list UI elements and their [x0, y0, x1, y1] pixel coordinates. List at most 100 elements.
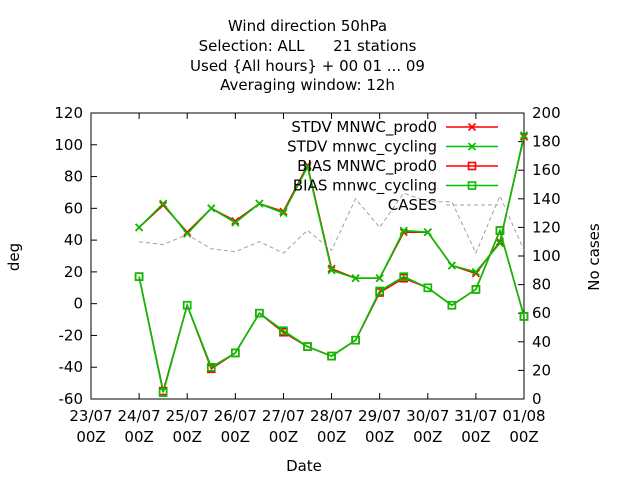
x-tick-label-hour: 00Z [76, 428, 105, 446]
y2-tick-label: 140 [532, 190, 561, 208]
series-line [139, 192, 525, 255]
y-tick-label: 60 [64, 199, 83, 217]
data-point-stroke-b [231, 218, 240, 227]
x-tick-label-hour: 00Z [365, 428, 394, 446]
y-tick-label: -20 [59, 326, 84, 344]
series-3 [134, 226, 529, 397]
legend-item: STDV MNWC_prod0 [291, 118, 498, 137]
data-point-stroke-b [183, 229, 192, 238]
data-point-stroke-b [399, 226, 408, 235]
x-tick-label-hour: 00Z [461, 428, 490, 446]
x-tick-label-date: 26/07 [214, 407, 257, 425]
data-point-stroke-b [351, 274, 360, 283]
y2-tick-label: 180 [532, 133, 561, 151]
y-tick-label: 0 [73, 295, 83, 313]
series-1 [135, 131, 529, 283]
series-layer [134, 131, 529, 397]
data-point [206, 362, 216, 372]
data-point-stroke-b [375, 274, 384, 283]
x-tick-label-date: 23/07 [69, 407, 112, 425]
data-point [447, 300, 457, 310]
data-point [158, 388, 168, 397]
x-tick-label-date: 30/07 [406, 407, 449, 425]
y2-tick-label: 80 [532, 276, 551, 294]
chart-title-line-1: Wind direction 50hPa [227, 17, 388, 35]
y-tick-label: 40 [64, 231, 83, 249]
legend-marker-stroke-b [467, 122, 477, 132]
x-axis: 23/07 00Z 24/07 00Z 25/07 00Z 26/07 00Z 27/07 00Z… [69, 113, 546, 446]
chart-title-line-2: Selection: ALL 21 stations [198, 37, 417, 55]
chart-title-line-4: Averaging window: 12h [220, 76, 395, 94]
x-tick-label-hour: 00Z [509, 428, 538, 446]
data-point-stroke-b [519, 131, 529, 140]
y2-tick-label: 100 [532, 247, 561, 265]
legend-label: BIAS mnwc_cycling [293, 177, 437, 196]
data-point [495, 226, 505, 235]
x-tick-label-hour: 00Z [173, 428, 202, 446]
y2-tick-label: 20 [532, 361, 551, 379]
y-tick-label: 80 [64, 168, 83, 186]
data-point [399, 272, 409, 281]
x-tick-label-hour: 00Z [124, 428, 153, 446]
data-point [423, 283, 433, 293]
series-line [138, 228, 525, 392]
data-point [519, 312, 529, 321]
data-point [231, 348, 240, 358]
data-point [351, 335, 360, 345]
data-point [327, 351, 336, 361]
y2-tick-label: 60 [532, 304, 551, 322]
series-0 [135, 132, 529, 283]
x-tick-label-date: 31/07 [454, 407, 497, 425]
y-tick-label: 100 [54, 136, 83, 154]
data-point-stroke-b [159, 199, 168, 208]
legend-marker-stroke-b [467, 142, 477, 151]
data-point-stroke-b [207, 204, 216, 213]
y-axis: -60 -40 -20 0 20 40 60 80 100 120 [54, 104, 97, 408]
data-point-stroke-b [231, 216, 240, 226]
data-point-stroke-b [183, 228, 192, 237]
x-tick-label-hour: 00Z [317, 428, 346, 446]
data-point-stroke-b [327, 266, 336, 275]
data-point [182, 300, 192, 310]
y-axis-label: deg [5, 243, 23, 271]
data-point-stroke-b [135, 223, 144, 232]
y2-tick-label: 120 [532, 218, 561, 236]
y2-axis-label: No cases [585, 223, 603, 291]
data-point-stroke-b [471, 269, 480, 278]
y2-tick-label: 160 [532, 161, 561, 179]
legend-item: STDV mnwc_cycling [287, 138, 498, 157]
y-tick-label: 120 [54, 104, 83, 122]
data-point-stroke-b [303, 162, 312, 172]
data-point-stroke-b [447, 261, 456, 270]
x-tick-label-date: 25/07 [166, 407, 209, 425]
x-tick-label-hour: 00Z [413, 428, 442, 446]
data-point [471, 285, 481, 294]
legend-label: CASES [388, 196, 437, 214]
x-tick-label-date: 24/07 [117, 407, 160, 425]
x-tick-label-date: 28/07 [310, 407, 353, 425]
legend-item: BIAS mnwc_cycling [293, 177, 498, 196]
legend-label: BIAS MNWC_prod0 [297, 157, 437, 176]
x-tick-label-date: 27/07 [262, 407, 305, 425]
x-tick-label-hour: 00Z [269, 428, 298, 446]
data-point-stroke-b [423, 228, 432, 237]
y-tick-label: 20 [64, 263, 83, 281]
series-4 [139, 192, 525, 255]
data-point-stroke-b [471, 267, 480, 276]
y2-tick-label: 0 [532, 390, 542, 408]
legend-item: CASES [388, 196, 498, 214]
data-point-stroke-b [255, 199, 264, 208]
data-point [375, 286, 384, 296]
data-point [279, 326, 288, 335]
y2-tick-label: 40 [532, 333, 551, 351]
chart-title-line-3: Used {All hours} + 00 01 ... 09 [190, 57, 425, 75]
x-tick-label-date: 01/08 [502, 407, 545, 425]
legend-item: BIAS MNWC_prod0 [297, 157, 498, 176]
legend-marker [467, 181, 477, 190]
legend-label: STDV MNWC_prod0 [291, 118, 437, 137]
data-point [303, 342, 312, 351]
y-tick-label: -60 [59, 390, 84, 408]
